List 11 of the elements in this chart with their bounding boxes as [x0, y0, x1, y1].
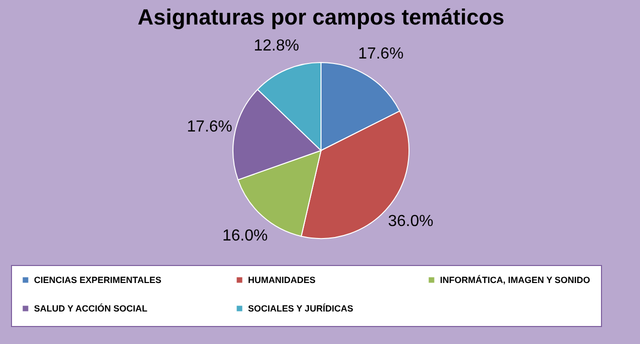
data-label: 17.6%: [358, 45, 404, 62]
chart-title: Asignaturas por campos temáticos: [138, 4, 504, 30]
legend-label: HUMANIDADES: [248, 274, 316, 285]
legend-label: CIENCIAS EXPERIMENTALES: [34, 274, 162, 285]
data-label: 12.8%: [254, 38, 300, 55]
legend-label: INFORMÁTICA, IMAGEN Y SONIDO: [440, 274, 590, 285]
data-label: 36.0%: [388, 212, 434, 230]
data-label: 16.0%: [222, 228, 268, 245]
data-label: 17.6%: [186, 118, 232, 136]
legend-label: SOCIALES Y JURÍDICAS: [248, 304, 354, 314]
legend-label: SALUD Y ACCIÓN SOCIAL: [34, 304, 148, 314]
